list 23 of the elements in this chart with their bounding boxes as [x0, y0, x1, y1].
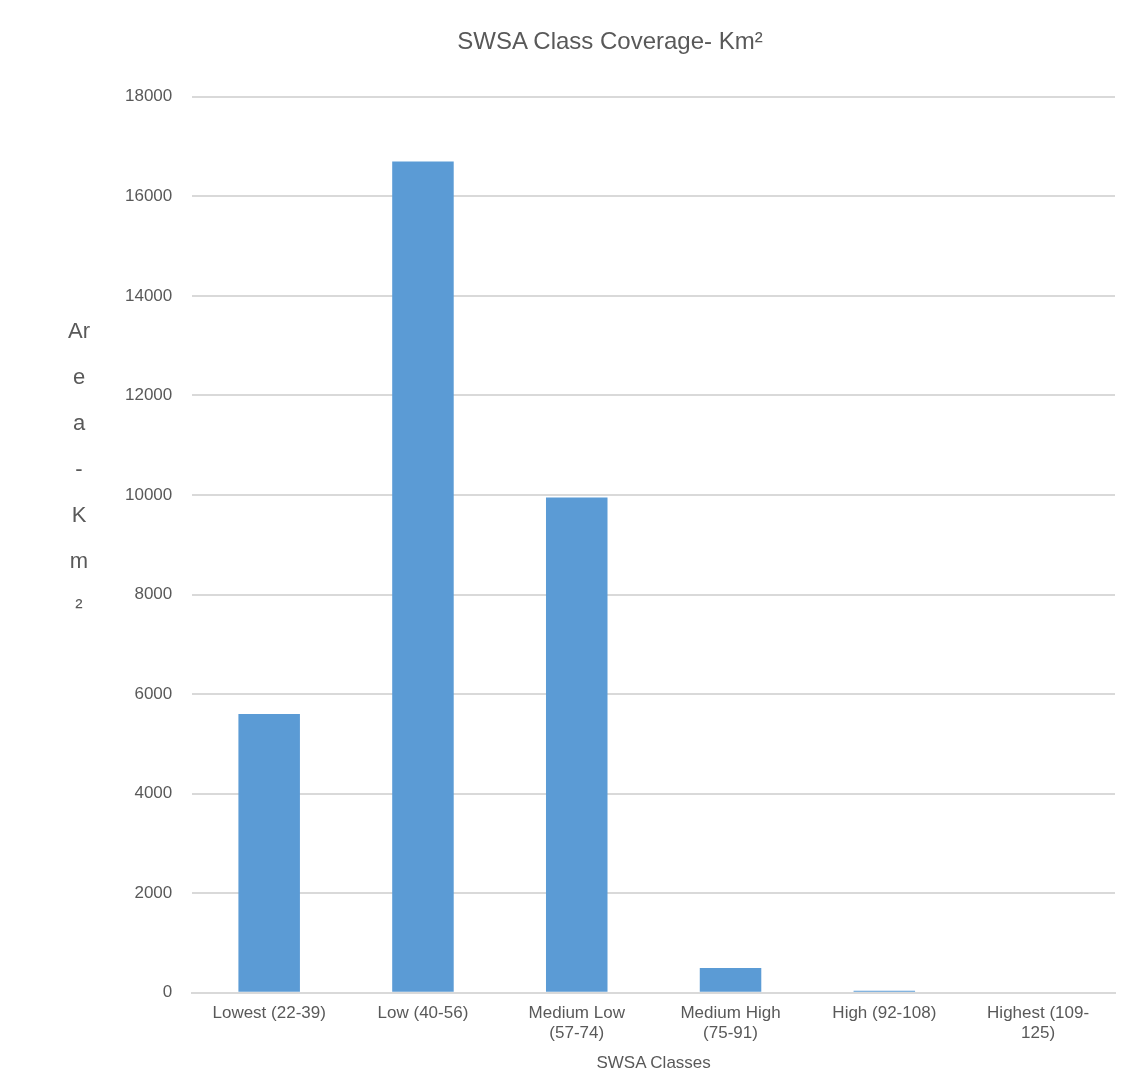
x-axis-title: SWSA Classes — [596, 1053, 711, 1073]
bar — [545, 497, 608, 992]
y-tick-label: 8000 — [134, 584, 173, 604]
bar — [699, 967, 762, 992]
y-tick-label: 14000 — [124, 285, 173, 305]
y-tick-label: 10000 — [124, 484, 173, 504]
y-tick-label: 6000 — [134, 683, 173, 703]
x-tick-label: Lowest (22-39) — [212, 1002, 326, 1022]
y-tick-label: 16000 — [124, 186, 173, 206]
x-tick-label: Low (40-56) — [377, 1002, 469, 1022]
chart-title: SWSA Class Coverage- Km² — [457, 27, 763, 55]
y-axis-title: Area - Km² — [68, 317, 90, 621]
x-tick-label: Highest (109-125) — [987, 1002, 1090, 1043]
x-tick-label: High (92-108) — [832, 1002, 937, 1022]
y-tick-label: 18000 — [124, 86, 173, 106]
bar — [392, 161, 454, 992]
x-tick-label: Medium High (75-91) — [680, 1002, 781, 1043]
y-tick-label: 2000 — [134, 882, 173, 902]
y-tick-label: 4000 — [134, 783, 173, 803]
y-tick-label: 0 — [162, 982, 173, 1002]
bar — [238, 714, 300, 992]
x-tick-label: Medium Low (57-74) — [528, 1002, 626, 1043]
y-tick-label: 12000 — [124, 385, 173, 405]
